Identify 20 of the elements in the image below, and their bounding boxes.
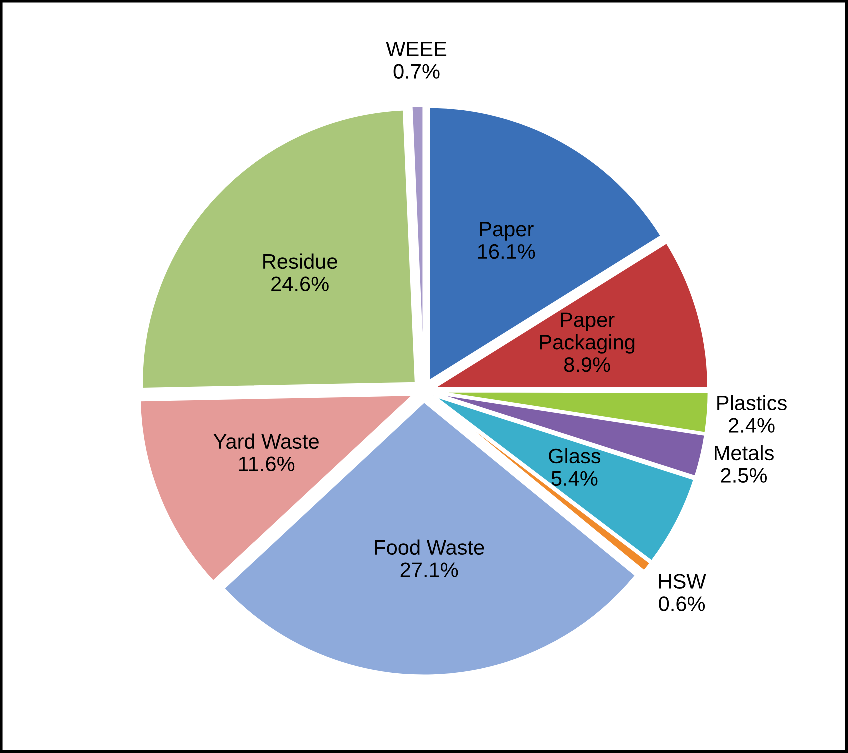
slice-label: WEEE bbox=[386, 42, 447, 56]
data-label: 8.9% bbox=[564, 357, 610, 372]
data-label: 24.6% bbox=[272, 276, 329, 292]
data-label: 2.5% bbox=[721, 468, 768, 484]
data-label: 0.7% bbox=[394, 64, 440, 80]
slice-label: Residue bbox=[264, 254, 338, 270]
slice-label: Metals bbox=[715, 445, 774, 461]
slice-label: Yard Waste bbox=[214, 434, 319, 450]
data-label: 0.6% bbox=[659, 596, 706, 612]
slice-label: Glass bbox=[549, 448, 601, 464]
slice-label: HSW bbox=[659, 574, 706, 589]
data-label: 27.1% bbox=[400, 562, 458, 578]
data-label: 16.1% bbox=[478, 244, 536, 260]
slice-label: Food Waste bbox=[375, 540, 484, 556]
slice-label: Paper Packaging bbox=[540, 312, 635, 354]
data-label: 2.4% bbox=[729, 418, 775, 433]
data-label: 5.4% bbox=[552, 471, 598, 486]
slice-label: Plastics bbox=[718, 395, 787, 411]
data-label: 11.6% bbox=[239, 456, 295, 472]
slice-label: Paper bbox=[480, 222, 534, 241]
